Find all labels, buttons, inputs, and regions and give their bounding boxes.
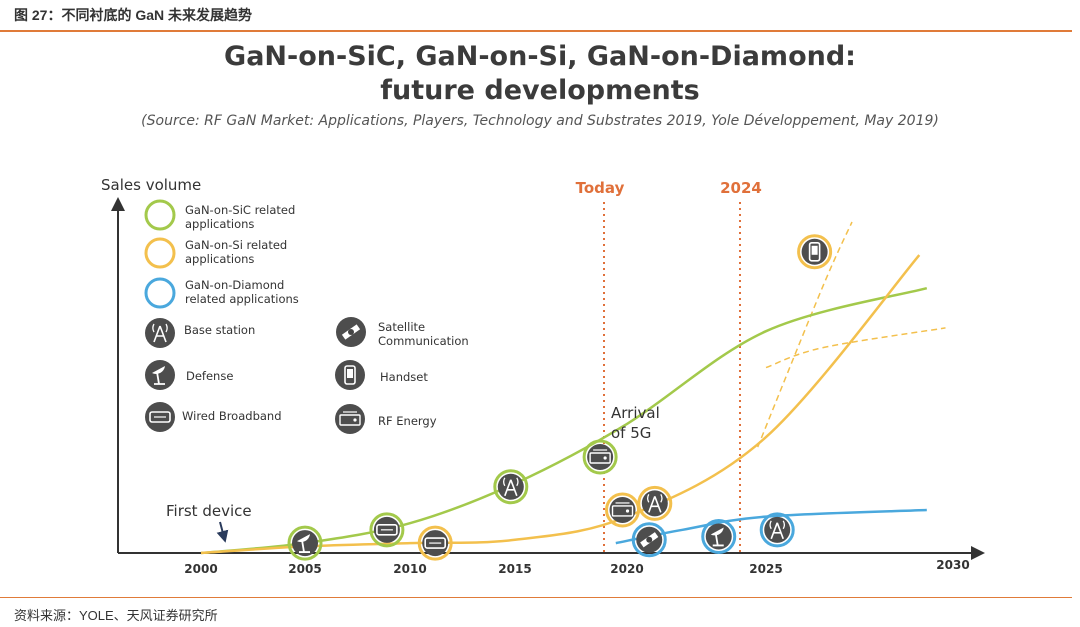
rf-energy-icon xyxy=(335,404,365,434)
legend-ring-gan-on-sic xyxy=(144,199,176,231)
today-marker-label: Today xyxy=(576,179,625,197)
legend-item-gan-on-si: GaN-on-Si related applications xyxy=(144,237,287,269)
wired-broadband-icon xyxy=(417,525,453,561)
defense-radar-icon xyxy=(701,518,737,554)
handset-icon xyxy=(797,234,833,270)
series-legend: GaN-on-SiC related applications GaN-on-S… xyxy=(144,199,299,309)
base-station-icon xyxy=(145,318,175,348)
app-legend-label-wired-broadband: Wired Broadband xyxy=(182,409,282,423)
defense-radar-icon xyxy=(287,525,323,561)
rf-energy-icon xyxy=(582,439,618,475)
app-legend-label-rf-energy: RF Energy xyxy=(378,414,437,428)
legend-item-gan-on-diamond: GaN-on-Diamond related applications xyxy=(144,277,299,309)
x-tick-2005: 2005 xyxy=(288,562,321,576)
legend-satellite-icon xyxy=(336,317,366,347)
legend-base-station-icon xyxy=(145,318,175,348)
series-lines xyxy=(200,254,928,555)
gan-development-chart: GaN-on-SiC, GaN-on-Si, GaN-on-Diamond: f… xyxy=(101,41,985,576)
wired-broadband-icon xyxy=(145,402,175,432)
year-2024-marker: 2024 xyxy=(720,179,762,553)
y-axis-label: Sales volume xyxy=(101,176,201,194)
projection-line-1 xyxy=(765,327,946,369)
chart-subtitle: (Source: RF GaN Market: Applications, Pl… xyxy=(141,113,939,129)
chart-title-line1: GaN-on-SiC, GaN-on-Si, GaN-on-Diamond: xyxy=(224,41,856,72)
base-station-icon xyxy=(759,512,795,548)
legend-ring-gan-on-diamond xyxy=(144,277,176,309)
x-tick-2030: 2030 xyxy=(936,558,969,572)
series-line-gan-on-si xyxy=(200,254,921,555)
first-device-annotation: First device xyxy=(166,502,252,543)
satellite-icon xyxy=(631,522,667,558)
legend-label-gan-on-si-2: applications xyxy=(185,252,254,266)
x-tick-2000: 2000 xyxy=(184,562,217,576)
legend-rf-energy-icon xyxy=(335,404,365,434)
x-tick-2025: 2025 xyxy=(749,562,782,576)
application-legend: Base station Satellite Communication Def… xyxy=(145,317,469,434)
arrival-5g-line2: of 5G xyxy=(611,424,651,442)
bottom-divider xyxy=(0,597,1072,598)
legend-label-gan-on-si-1: GaN-on-Si related xyxy=(185,238,287,252)
app-legend-label-base-station: Base station xyxy=(184,323,255,337)
x-tick-2010: 2010 xyxy=(393,562,426,576)
legend-handset-icon xyxy=(335,360,365,390)
defense-radar-icon xyxy=(145,360,175,390)
x-tick-2015: 2015 xyxy=(498,562,531,576)
base-station-icon xyxy=(493,469,529,505)
today-marker: Today xyxy=(576,179,625,553)
wired-broadband-icon xyxy=(369,512,405,548)
legend-label-gan-on-diamond-1: GaN-on-Diamond xyxy=(185,278,284,292)
satellite-icon xyxy=(336,317,366,347)
base-station-icon xyxy=(637,485,673,521)
x-tick-2020: 2020 xyxy=(610,562,643,576)
app-legend-label-satellite-2: Communication xyxy=(378,334,469,348)
first-device-label: First device xyxy=(166,502,252,520)
legend-label-gan-on-diamond-2: related applications xyxy=(185,292,299,306)
handset-icon xyxy=(335,360,365,390)
legend-defense-radar-icon xyxy=(145,360,175,390)
source-footer: 资料来源：YOLE、天风证券研究所 xyxy=(14,608,218,623)
app-legend-label-defense: Defense xyxy=(186,369,233,383)
x-tick-labels: 2000 2005 2010 2015 2020 2025 2030 xyxy=(184,558,969,576)
application-points xyxy=(287,234,833,561)
legend-label-gan-on-sic-2: applications xyxy=(185,217,254,231)
app-legend-label-satellite-1: Satellite xyxy=(378,320,425,334)
first-device-arrow xyxy=(216,521,229,543)
chart-title-line2: future developments xyxy=(380,75,699,106)
rf-energy-icon xyxy=(605,492,641,528)
legend-ring-gan-on-si xyxy=(144,237,176,269)
projection-lines xyxy=(757,221,946,448)
arrival-5g-annotation: Arrival of 5G xyxy=(611,404,660,442)
legend-label-gan-on-sic-1: GaN-on-SiC related xyxy=(185,203,295,217)
figure-caption: 图 27：不同衬底的 GaN 未来发展趋势 xyxy=(14,7,253,23)
year-2024-marker-label: 2024 xyxy=(720,179,762,197)
legend-item-gan-on-sic: GaN-on-SiC related applications xyxy=(144,199,295,231)
projection-line-2 xyxy=(757,221,853,448)
arrival-5g-line1: Arrival xyxy=(611,404,660,422)
legend-wired-broadband-icon xyxy=(145,402,175,432)
top-divider xyxy=(0,30,1072,32)
app-legend-label-handset: Handset xyxy=(380,370,428,384)
